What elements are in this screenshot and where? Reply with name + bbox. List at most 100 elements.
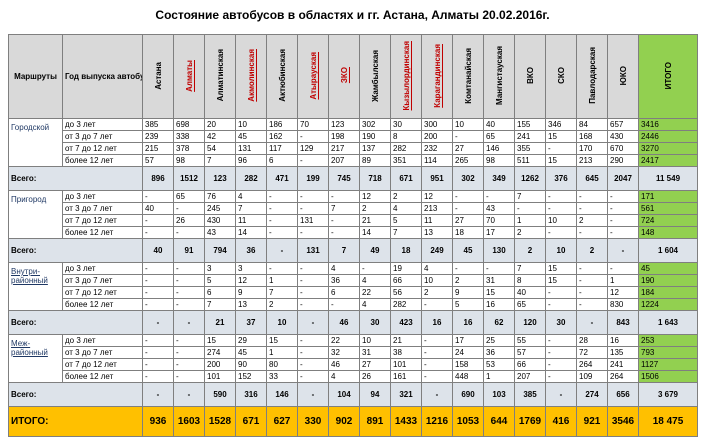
total-cell: 62	[483, 310, 515, 335]
cell: -	[297, 226, 329, 239]
cell: 2	[576, 214, 608, 227]
total-cell: 30	[545, 310, 577, 335]
header-text: ЗКО	[339, 67, 349, 84]
cell: 14	[359, 226, 391, 239]
cell: -	[545, 358, 577, 371]
total-label: Всего:	[8, 382, 143, 407]
total-cell: 745	[328, 166, 360, 191]
cell: -	[297, 286, 329, 299]
grand-total-cell: 1603	[173, 406, 205, 437]
cell: 146	[483, 142, 515, 155]
cell: 18	[452, 226, 484, 239]
cell: -	[421, 334, 453, 347]
period: более 12 лет	[62, 298, 143, 311]
cell: -	[452, 190, 484, 203]
cell: -	[576, 298, 608, 311]
cell: 1	[483, 370, 515, 383]
total-cell: 49	[359, 238, 391, 263]
total-cell: -	[266, 238, 298, 263]
cell: 96	[235, 154, 267, 167]
cell: 45	[638, 262, 698, 275]
cell: 5	[390, 214, 422, 227]
cell: -	[328, 190, 360, 203]
cell: 76	[204, 190, 236, 203]
cell: -	[545, 298, 577, 311]
header-text: Павлодарская	[587, 47, 597, 104]
cell: 190	[638, 274, 698, 287]
cell: -	[297, 262, 329, 275]
total-cell: 794	[204, 238, 236, 263]
header-text: Жамбылская	[370, 49, 380, 102]
total-cell: 36	[235, 238, 267, 263]
cell: 89	[359, 154, 391, 167]
cell: 15	[204, 334, 236, 347]
cell: -	[266, 214, 298, 227]
data-row: от 7 до 12 лет - -6 9 7-6 22 56 2 9 15 40- -12 184	[9, 286, 698, 299]
cell: 12	[359, 190, 391, 203]
data-row: более 12 лет - -7 13 2- -4 282-5 16 65- -830 1224	[9, 298, 698, 311]
total-cell: 671	[390, 166, 422, 191]
cell: 10	[452, 118, 484, 131]
cell: -	[576, 262, 608, 275]
cell: 70	[297, 118, 329, 131]
cell: 338	[173, 130, 205, 143]
cell: 290	[607, 154, 639, 167]
cell: 2	[266, 298, 298, 311]
cell: -	[297, 298, 329, 311]
cell: 2	[359, 202, 391, 215]
cell: 114	[421, 154, 453, 167]
header-text: Актюбинская	[277, 49, 287, 102]
cell: -	[607, 226, 639, 239]
cell: -	[266, 226, 298, 239]
cell: 830	[607, 298, 639, 311]
cell: -	[173, 274, 205, 287]
cell: 10	[359, 334, 391, 347]
cell: 12	[421, 190, 453, 203]
cell: -	[142, 370, 174, 383]
cell: 22	[328, 334, 360, 347]
total-cell: -	[607, 238, 639, 263]
cell: 24	[452, 346, 484, 359]
data-row: от 3 до 7 лет - -274 45 1-32 31 38-24 36 57-72 13…	[9, 346, 698, 359]
grand-total-label: ИТОГО:	[8, 406, 143, 437]
column-header: Маршруты	[8, 34, 63, 119]
cell: 66	[390, 274, 422, 287]
cell: 6	[266, 154, 298, 167]
cell: 42	[204, 130, 236, 143]
cell: 10	[235, 118, 267, 131]
total-cell: 282	[235, 166, 267, 191]
grand-total-cell: 1216	[421, 406, 453, 437]
total-cell: 1 643	[638, 310, 698, 335]
total-cell: 590	[204, 382, 236, 407]
cell: 26	[173, 214, 205, 227]
cell: 54	[204, 142, 236, 155]
cell: 66	[514, 358, 546, 371]
data-row: от 3 до 7 лет - -5 12 1-36 4 66 10 2 31 8 15-1 190	[9, 274, 698, 287]
cell: 57	[142, 154, 174, 167]
cell: 378	[173, 142, 205, 155]
column-header: Карагандинская	[421, 34, 453, 119]
cell: -	[142, 226, 174, 239]
cell: 13	[421, 226, 453, 239]
grand-total-cell: 891	[359, 406, 391, 437]
cell: 232	[421, 142, 453, 155]
cell: 46	[328, 358, 360, 371]
column-header: Жамбылская	[359, 34, 391, 119]
cell: -	[576, 202, 608, 215]
grand-total-cell: 18 475	[638, 406, 698, 437]
cell: 36	[483, 346, 515, 359]
column-header: Атырауская	[297, 34, 329, 119]
cell: 4	[359, 298, 391, 311]
cell: -	[359, 262, 391, 275]
cell: -	[266, 190, 298, 203]
cell: 3	[235, 262, 267, 275]
period: от 7 до 12 лет	[62, 358, 143, 371]
cell: -	[452, 130, 484, 143]
cell: 430	[607, 130, 639, 143]
column-header: СКО	[545, 34, 577, 119]
cell: 282	[390, 298, 422, 311]
total-cell: 91	[173, 238, 205, 263]
cell: 98	[173, 154, 205, 167]
cell: 8	[390, 130, 422, 143]
cell: -	[142, 262, 174, 275]
